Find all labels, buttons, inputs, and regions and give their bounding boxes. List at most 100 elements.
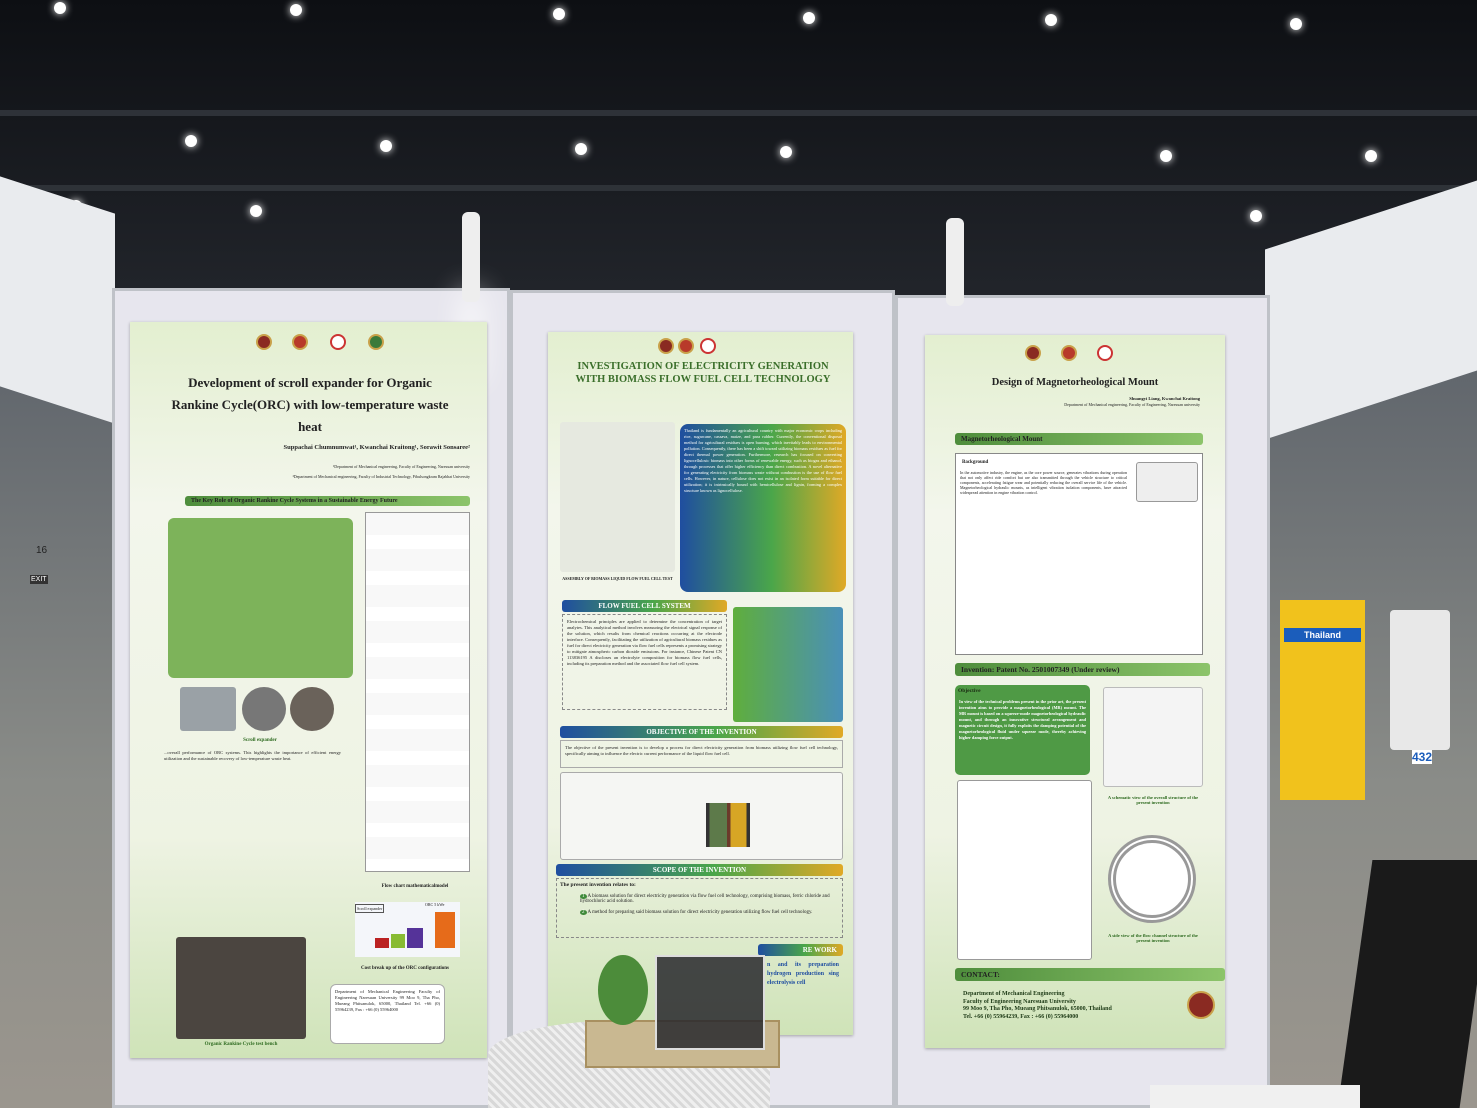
- section-heading: SCOPE OF THE INVENTION: [556, 864, 843, 876]
- background-label: Background: [962, 460, 989, 465]
- flowchart: [365, 512, 470, 872]
- ceiling-beam: [0, 110, 1477, 116]
- caption-scroll-expander: Scroll expander: [243, 738, 277, 743]
- intro-text-box: Thailand is fundamentally an agricultura…: [680, 424, 846, 592]
- flow-text: Electrochemical principles are applied t…: [562, 614, 727, 710]
- scroll-photo: [290, 687, 334, 731]
- objective-label: Objective: [958, 688, 981, 694]
- booth-sign-board: Thailand: [1280, 600, 1365, 800]
- poster-affiliation: ¹Department of Mechanical engineering, F…: [333, 464, 470, 469]
- ceiling-light: [1250, 210, 1262, 222]
- booth-sign: Thailand: [1284, 628, 1361, 642]
- ceiling: [0, 0, 1477, 300]
- biomass-illustration: [560, 422, 675, 572]
- future-work-text: n and its preparation hydrogen productio…: [767, 962, 839, 986]
- fuel-cell-demo-kit: [655, 955, 765, 1050]
- scroll-photo: [242, 687, 286, 731]
- caption-schematic: A schematic view of the overall structur…: [1107, 795, 1199, 805]
- ceiling-light: [250, 205, 262, 217]
- ceiling-light: [1045, 14, 1057, 26]
- hall-number: 16: [36, 545, 48, 556]
- chart-bar: [435, 912, 455, 948]
- poster-affiliation: Department of Mechanical engineering, Fa…: [1064, 402, 1200, 407]
- chart-bar: [375, 938, 389, 948]
- university-logo: [256, 334, 272, 350]
- scope-intro: The present invention relates to:: [560, 882, 636, 888]
- poster-authors: Suppachai Chumnumwat¹, Kwanchai Kraitong…: [283, 444, 471, 451]
- chart-bar: [407, 928, 423, 948]
- conference-logo: [700, 338, 716, 354]
- ceiling-light: [553, 8, 565, 20]
- caption-side-view: A side view of the flow channel structur…: [1108, 933, 1198, 943]
- poster-affiliation: ²Department of Mechanical engineering, F…: [292, 474, 470, 479]
- chart-label: ORC 5 kWe: [425, 902, 445, 907]
- ceiling-light: [803, 12, 815, 24]
- poster-title: Development of scroll expander for Organ…: [171, 375, 449, 434]
- poster-scroll-expander-orc: Development of scroll expander for Organ…: [130, 322, 487, 1058]
- test-bench-photo: [176, 937, 306, 1039]
- contact-info: Department of Mechanical Engineering Fac…: [963, 991, 1112, 1021]
- caption-test-bench: Organic Rankine Cycle test bench: [204, 1042, 278, 1047]
- contact-box: Department of Mechanical Engineering Fac…: [330, 984, 445, 1044]
- section-heading: FLOW FUEL CELL SYSTEM: [562, 600, 727, 612]
- ceiling-light: [780, 146, 792, 158]
- ceiling-light: [575, 143, 587, 155]
- patent-document: [957, 780, 1092, 960]
- scroll-photo: [180, 687, 236, 731]
- partner-logo: [368, 334, 384, 350]
- ceiling-light: [380, 140, 392, 152]
- exit-sign: EXIT: [30, 575, 48, 584]
- faculty-logo: [292, 334, 308, 350]
- spotlight-right: [946, 218, 964, 306]
- fuel-cell-diagram: [733, 607, 843, 722]
- university-logo: [658, 338, 674, 354]
- ceiling-light: [1160, 150, 1172, 162]
- scope-item-text: A method for preparing said biomass solu…: [587, 910, 813, 915]
- side-view-drawing: [1108, 835, 1196, 923]
- poster-authors: Shuangyi Liang, Kwanchai Kraitong: [1129, 396, 1200, 401]
- ceiling-light: [290, 4, 302, 16]
- faculty-logo: [678, 338, 694, 354]
- cost-bar-chart: Scroll expander ORC 5 kWe: [355, 902, 460, 957]
- chart-bar: [391, 934, 405, 948]
- mount-diagram: [1136, 462, 1198, 502]
- scope-item-text: A biomass solution for direct electricit…: [580, 894, 830, 904]
- contact-line: Tel. +66 (0) 55964239, Fax : +66 (0) 559…: [963, 1013, 1079, 1020]
- conference-logo: [330, 334, 346, 350]
- schematic-drawing: [1103, 687, 1203, 787]
- section-heading: RE WORK: [758, 944, 843, 956]
- scope-box: The present invention relates to: 1 A bi…: [556, 878, 843, 938]
- poster-title: INVESTIGATION OF ELECTRICITY GENERATION …: [575, 361, 831, 385]
- contact-line: Department of Mechanical Engineering: [963, 991, 1065, 997]
- counter-display: 432: [1412, 750, 1433, 764]
- ceiling-light: [54, 2, 66, 14]
- chart-label: Scroll expander: [355, 904, 385, 913]
- desk: [1150, 1085, 1360, 1108]
- flow-fuel-cell-graphic: [706, 803, 750, 847]
- background-text: In the automotive industry, the engine, …: [960, 470, 1127, 495]
- background-box: Background In the automotive industry, t…: [955, 453, 1203, 655]
- contact-line: Faculty of Engineering Naresuan Universi…: [963, 998, 1076, 1005]
- faculty-logo: [1187, 991, 1215, 1019]
- objective-text: The objective of the present invention i…: [560, 740, 843, 768]
- poster-title: Design of Magnetorheological Mount: [991, 377, 1159, 388]
- potted-plant: [598, 955, 648, 1025]
- booth-side-wall-left: [0, 176, 115, 424]
- process-diagram: [560, 772, 843, 860]
- ceiling-light: [185, 135, 197, 147]
- section-heading: OBJECTIVE OF THE INVENTION: [560, 726, 843, 738]
- scope-item: 1 A biomass solution for direct electric…: [580, 894, 839, 904]
- caption-assembly: ASSEMBLY OF BIOMASS LIQUID FLOW FUEL CEL…: [562, 576, 673, 581]
- intro-text-box: [168, 518, 353, 678]
- section-heading: The Key Role of Organic Rankine Cycle Sy…: [185, 496, 470, 506]
- poster-magnetorheological-mount: Design of Magnetorheological Mount Shuan…: [925, 335, 1225, 1048]
- scope-item-number: 1: [580, 894, 587, 899]
- patent-heading: Invention: Patent No. 2501007349 (Under …: [955, 663, 1210, 676]
- caption-cost: Cost break up of the ORC configurations: [361, 966, 449, 971]
- objective-text: In view of the technical problems presen…: [959, 699, 1086, 740]
- poster-biomass-flow-fuel-cell: INVESTIGATION OF ELECTRICITY GENERATION …: [548, 332, 853, 1035]
- faculty-logo: [1061, 345, 1077, 361]
- ceiling-light: [1290, 18, 1302, 30]
- ceiling-beam: [0, 185, 1477, 191]
- university-logo: [1025, 345, 1041, 361]
